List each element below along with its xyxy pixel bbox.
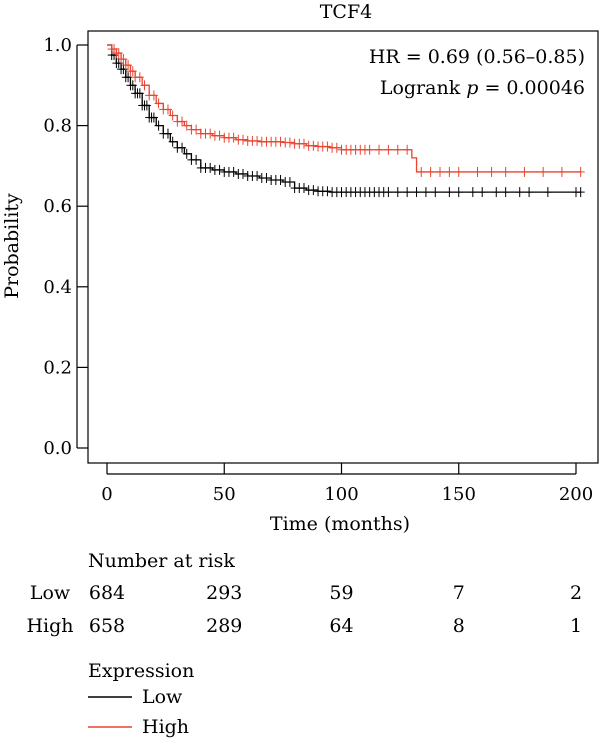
logrank-p-symbol: p (466, 77, 478, 99)
y-tick-label: 0.4 (43, 277, 72, 298)
y-tick-label: 1.0 (43, 35, 72, 56)
x-tick-label: 100 (324, 484, 358, 505)
legend-label-low: Low (142, 686, 183, 708)
y-tick-label: 0.6 (43, 196, 72, 217)
risk-table: Low 684 293 59 7 2 High 658 289 64 8 1 (26, 582, 582, 637)
y-axis: 0.0 0.2 0.4 0.6 0.8 1.0 (43, 35, 88, 459)
risk-count: 8 (453, 615, 465, 637)
x-tick-label: 200 (559, 484, 593, 505)
logrank-p-value: = 0.00046 (478, 77, 585, 99)
risk-count: 64 (329, 615, 353, 637)
risk-row-label-high: High (26, 615, 73, 637)
y-tick-label: 0.2 (43, 357, 72, 378)
risk-row-label-low: Low (30, 582, 71, 604)
x-axis-label: Time (months) (270, 513, 410, 535)
x-axis: 0 50 100 150 200 (101, 463, 593, 505)
y-axis-label: Probability (1, 193, 23, 299)
x-tick-label: 50 (213, 484, 236, 505)
risk-table-header: Number at risk (88, 550, 235, 572)
legend: Low High (88, 686, 189, 738)
risk-count: 289 (206, 615, 242, 637)
risk-count: 658 (89, 615, 125, 637)
y-tick-label: 0.0 (43, 438, 72, 459)
risk-count: 1 (570, 615, 582, 637)
legend-label-high: High (142, 716, 189, 738)
risk-count: 684 (89, 582, 125, 604)
y-tick-label: 0.8 (43, 116, 72, 137)
x-tick-label: 0 (101, 484, 112, 505)
censor-marks (107, 44, 585, 198)
x-tick-label: 150 (442, 484, 476, 505)
hazard-ratio-annotation: HR = 0.69 (0.56–0.85) (369, 46, 585, 68)
logrank-prefix: Logrank (380, 77, 466, 99)
risk-count: 59 (329, 582, 353, 604)
risk-count: 293 (206, 582, 242, 604)
plot-frame (87, 30, 599, 464)
risk-count: 7 (453, 582, 465, 604)
chart-title: TCF4 (320, 1, 372, 23)
logrank-annotation: Logrank p = 0.00046 (380, 77, 585, 99)
legend-title: Expression (88, 660, 194, 682)
risk-count: 2 (570, 582, 582, 604)
